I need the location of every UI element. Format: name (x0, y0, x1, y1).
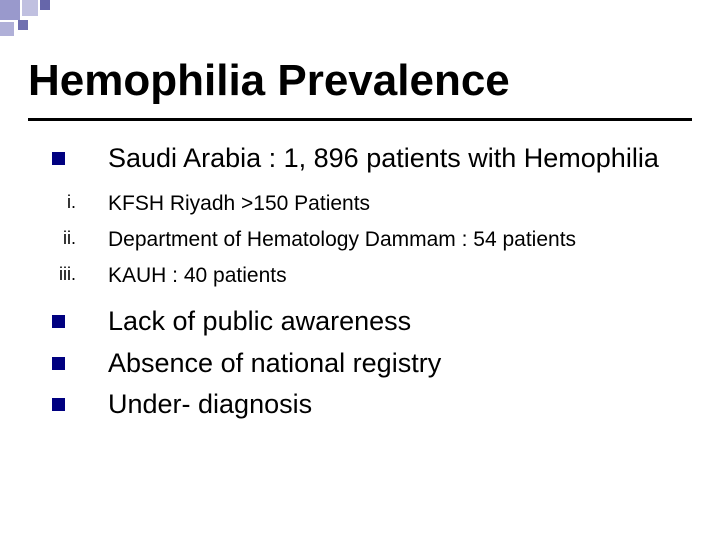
square-bullet-icon (52, 357, 65, 370)
deco-square (0, 22, 14, 36)
list-item: Under- diagnosis (48, 388, 688, 422)
roman-numeral: iii. (48, 264, 76, 285)
bullet-marker (48, 347, 108, 370)
roman-numeral: i. (48, 192, 76, 213)
bullet-marker (48, 305, 108, 328)
list-item: Saudi Arabia : 1, 896 patients with Hemo… (48, 142, 688, 176)
list-item-text: Saudi Arabia : 1, 896 patients with Hemo… (108, 142, 688, 176)
bullet-marker (48, 388, 108, 411)
deco-square (40, 0, 50, 10)
list-item: iii. KAUH : 40 patients (48, 262, 688, 290)
deco-square (22, 0, 38, 16)
roman-numeral: ii. (48, 228, 76, 249)
list-item-text: Absence of national registry (108, 347, 688, 381)
list-item: ii. Department of Hematology Dammam : 54 … (48, 226, 688, 254)
deco-square (18, 20, 28, 30)
list-item-text: KAUH : 40 patients (108, 262, 688, 290)
list-item-text: Lack of public awareness (108, 305, 688, 339)
list-item: Lack of public awareness (48, 305, 688, 339)
slide-content: Saudi Arabia : 1, 896 patients with Hemo… (48, 142, 688, 430)
list-item: Absence of national registry (48, 347, 688, 381)
list-item-text: KFSH Riyadh >150 Patients (108, 190, 688, 218)
deco-square (0, 0, 20, 20)
roman-marker: i. (48, 190, 108, 213)
square-bullet-icon (52, 152, 65, 165)
list-item: i. KFSH Riyadh >150 Patients (48, 190, 688, 218)
slide-title: Hemophilia Prevalence (28, 56, 510, 106)
list-item-text: Under- diagnosis (108, 388, 688, 422)
bullet-marker (48, 142, 108, 165)
roman-marker: ii. (48, 226, 108, 249)
list-item-text: Department of Hematology Dammam : 54 pat… (108, 226, 688, 254)
title-underline (28, 118, 692, 121)
corner-decoration (0, 0, 100, 40)
roman-marker: iii. (48, 262, 108, 285)
square-bullet-icon (52, 398, 65, 411)
square-bullet-icon (52, 315, 65, 328)
